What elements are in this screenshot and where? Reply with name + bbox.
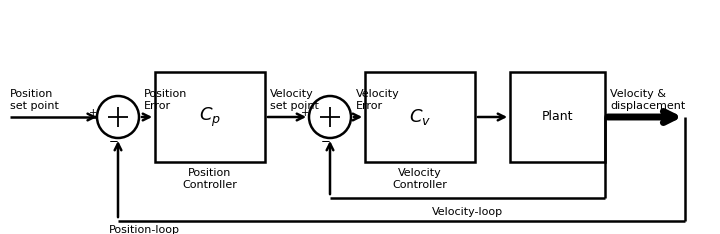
Text: Velocity
Controller: Velocity Controller	[392, 168, 447, 190]
Text: Velocity-loop: Velocity-loop	[432, 207, 503, 217]
Text: Plant: Plant	[541, 110, 573, 124]
Text: Velocity
set point: Velocity set point	[270, 89, 319, 111]
Text: Position
Error: Position Error	[144, 89, 187, 111]
Text: −: −	[109, 135, 119, 149]
Text: −: −	[321, 135, 331, 149]
Bar	[155, 72, 265, 162]
Text: Velocity &
displacement: Velocity & displacement	[610, 89, 685, 111]
Text: +: +	[89, 108, 97, 118]
Bar	[510, 72, 605, 162]
Text: $C_v$: $C_v$	[409, 107, 431, 127]
Text: +: +	[301, 108, 310, 118]
Text: Velocity
Error: Velocity Error	[356, 89, 400, 111]
Text: Position
Controller: Position Controller	[183, 168, 238, 190]
Text: Position
set point: Position set point	[10, 89, 59, 111]
Text: $C_p$: $C_p$	[199, 105, 221, 129]
Text: Position-loop: Position-loop	[109, 225, 180, 234]
Bar	[365, 72, 475, 162]
